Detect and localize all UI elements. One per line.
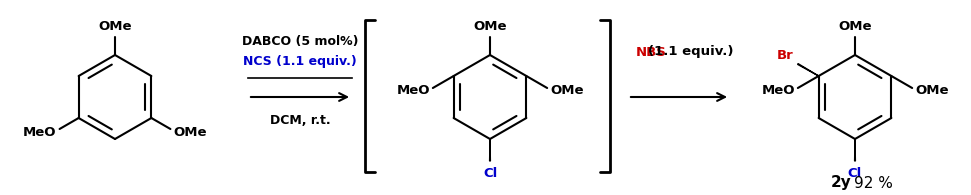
Text: Cl: Cl — [483, 167, 497, 180]
Text: MeO: MeO — [23, 126, 56, 138]
Text: OMe: OMe — [838, 20, 872, 33]
Text: 92 %: 92 % — [854, 176, 892, 191]
Text: NBS: NBS — [636, 45, 666, 58]
Text: 2y: 2y — [830, 176, 852, 191]
Text: MeO: MeO — [396, 84, 430, 98]
Text: DABCO (5 mol%): DABCO (5 mol%) — [242, 35, 358, 49]
Text: OMe: OMe — [473, 20, 507, 33]
Text: OMe: OMe — [551, 84, 584, 98]
Text: OMe: OMe — [98, 20, 132, 33]
Text: NCS (1.1 equiv.): NCS (1.1 equiv.) — [243, 56, 357, 68]
Text: Cl: Cl — [848, 167, 862, 180]
Text: (1.1 equiv.): (1.1 equiv.) — [649, 45, 734, 58]
Text: OMe: OMe — [915, 84, 949, 98]
Polygon shape — [797, 64, 819, 76]
Text: Br: Br — [777, 49, 794, 62]
Text: OMe: OMe — [174, 126, 207, 138]
Text: MeO: MeO — [761, 84, 795, 98]
Text: DCM, r.t.: DCM, r.t. — [270, 113, 330, 127]
